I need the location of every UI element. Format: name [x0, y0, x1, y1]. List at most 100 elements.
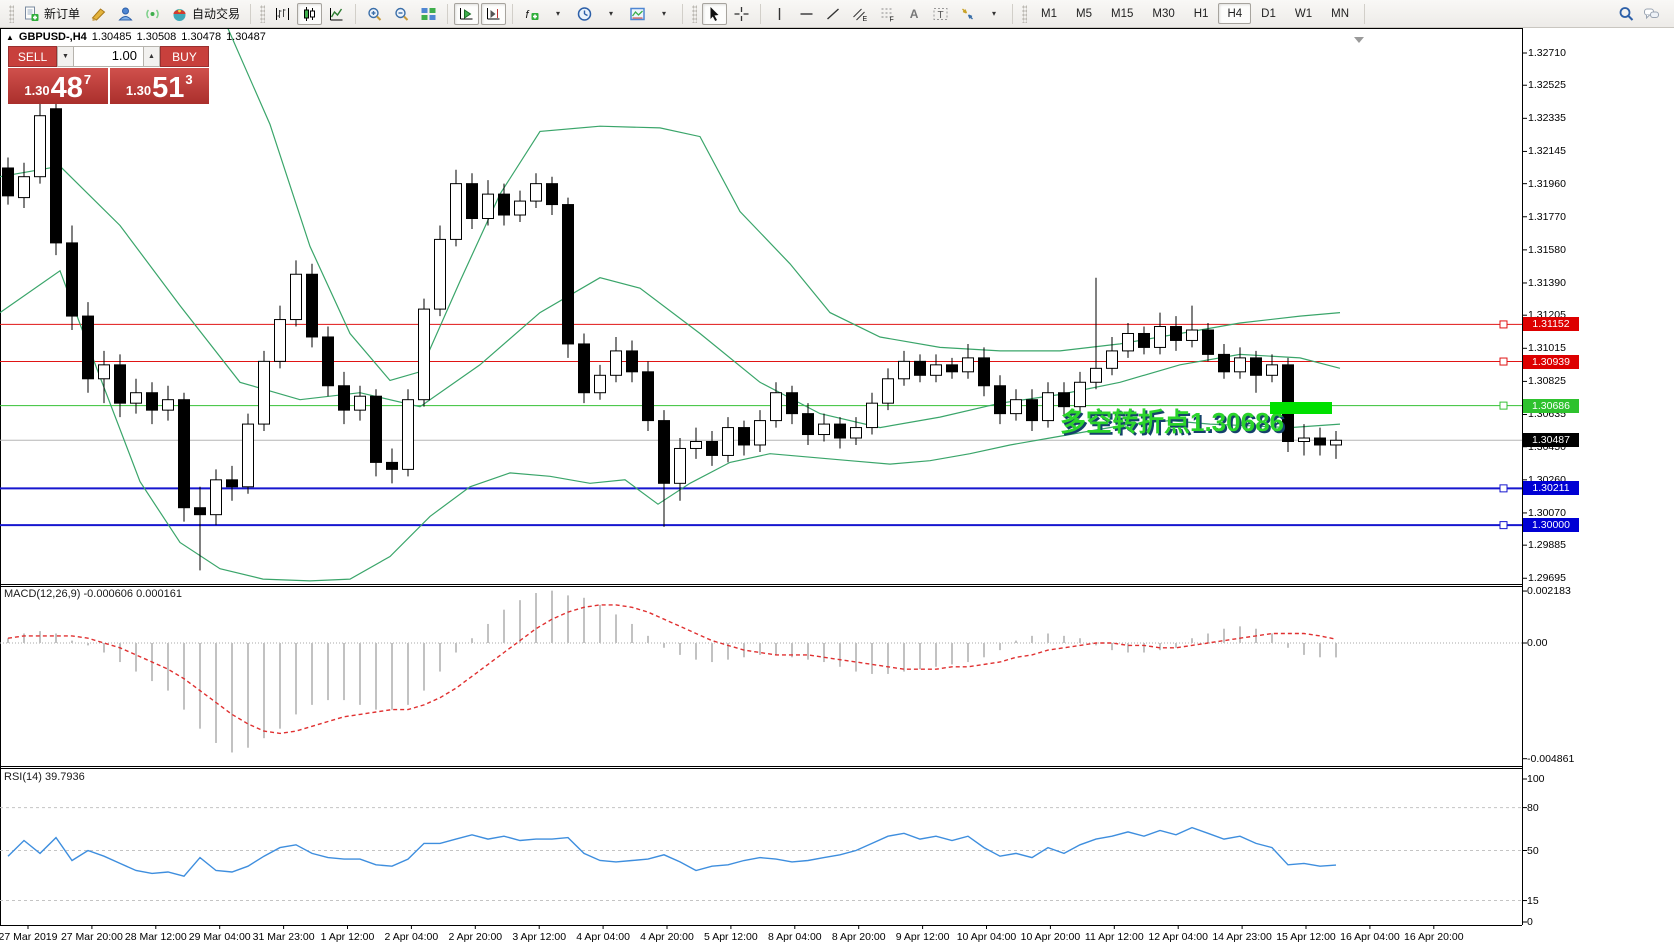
timeframe-button-M5[interactable]: M5	[1076, 7, 1092, 20]
indicators-icon: f	[526, 9, 539, 21]
toolbar-separator	[682, 3, 684, 24]
timeframe-group: M1 M5 M15 M30 H1 H4 D1 W1 MN	[1032, 3, 1358, 24]
bull-candle	[962, 357, 974, 373]
toolbar-grip[interactable]	[1022, 4, 1028, 23]
rsi-value: 39.7936	[44, 771, 85, 783]
toolbar-grip[interactable]	[9, 4, 14, 23]
bull-candle	[818, 423, 830, 436]
text-label-button[interactable]: T	[928, 3, 953, 25]
timeframe-button-W1[interactable]: W1	[1294, 7, 1313, 20]
bar-chart-button[interactable]	[270, 3, 295, 25]
timeframe-button-D1[interactable]: D1	[1261, 7, 1276, 20]
timeframe-button-MN[interactable]: MN	[1331, 7, 1349, 20]
zoom-out-button[interactable]	[389, 3, 414, 25]
text-tool-button[interactable]: A	[902, 3, 926, 25]
community-button[interactable]	[113, 3, 138, 25]
toolbar-grip[interactable]	[260, 4, 266, 23]
indicators-dropdown[interactable]: ▾	[546, 3, 570, 25]
bear-candle	[226, 479, 238, 488]
new-order-button[interactable]: 新订单	[19, 3, 84, 25]
sell-price-tile[interactable]: 1.30 48 7	[8, 68, 108, 104]
sell-button[interactable]: SELL	[8, 46, 57, 67]
ohlc-high: 1.30508	[136, 31, 177, 43]
line-chart-button[interactable]	[324, 3, 349, 25]
timeframe-button-M1[interactable]: M1	[1041, 7, 1058, 20]
macd-name: MACD(12,26,9)	[4, 588, 81, 600]
bollinger-upper-band	[227, 29, 1341, 382]
periods-button[interactable]	[572, 3, 597, 25]
vertical-line-button[interactable]	[767, 3, 792, 25]
bear-candle	[738, 427, 750, 446]
pivot-highlight-bar	[1270, 402, 1332, 414]
svg-text:T: T	[938, 10, 944, 21]
tile-windows-button[interactable]	[416, 3, 441, 25]
crayon-button[interactable]	[86, 3, 111, 25]
equidistant-channel-button[interactable]: E	[848, 3, 873, 25]
autotrading-label: 自动交易	[192, 7, 241, 21]
chart-canvas[interactable]	[0, 28, 1674, 948]
bear-candle	[1218, 353, 1230, 373]
bear-candle	[498, 193, 510, 216]
bull-candle	[18, 176, 30, 199]
horizontal-line-button[interactable]	[794, 3, 819, 25]
bull-candle	[610, 350, 622, 376]
chart-shift-button[interactable]	[481, 2, 507, 25]
bull-candle	[290, 273, 302, 321]
bull-candle	[514, 200, 526, 216]
bull-candle	[1298, 437, 1310, 443]
timeframe-button-M30[interactable]: M30	[1152, 7, 1175, 20]
timeframe-button-H1[interactable]: H1	[1193, 7, 1209, 20]
toolbar-separator	[1364, 3, 1365, 24]
volume-increase-button[interactable]: ▲	[143, 46, 160, 67]
buy-price-tile[interactable]: 1.30 51 3	[109, 68, 209, 104]
crosshair-button[interactable]	[729, 3, 754, 25]
chevron-down-icon: ▾	[662, 9, 667, 18]
auto-scroll-button[interactable]	[454, 2, 480, 25]
cursor-button[interactable]	[702, 2, 728, 25]
chat-icon[interactable]	[1643, 6, 1660, 22]
toolbar-grip[interactable]	[692, 4, 698, 23]
templates-dropdown[interactable]: ▾	[652, 3, 676, 25]
arrows-dropdown[interactable]: ▾	[982, 3, 1006, 25]
zoom-in-icon	[368, 7, 382, 21]
candlestick-chart-button[interactable]	[297, 2, 323, 25]
zoom-in-button[interactable]	[362, 3, 387, 25]
cursor-icon	[710, 6, 719, 21]
volume-input[interactable]: 1.00	[74, 46, 143, 67]
vertical-line-icon	[778, 7, 781, 20]
arrows-tool-button[interactable]	[955, 3, 980, 25]
chart-shift-marker-icon[interactable]	[1354, 37, 1364, 43]
arrows-tool-icon	[962, 8, 973, 19]
bull-candle	[1074, 381, 1086, 408]
equidistant-channel-icon: E	[853, 8, 868, 22]
bar-chart-icon	[276, 7, 290, 20]
volume-decrease-button[interactable]: ▼	[57, 46, 74, 67]
bull-candle	[1234, 357, 1246, 373]
buy-button[interactable]: BUY	[160, 46, 209, 67]
templates-button[interactable]	[625, 3, 650, 25]
fibonacci-button[interactable]: F	[875, 3, 900, 25]
timeframe-button-H4[interactable]: H4	[1218, 3, 1252, 24]
indicators-button[interactable]: f	[519, 3, 544, 25]
ohlc-low: 1.30478	[181, 31, 222, 43]
timeframe-button-M15[interactable]: M15	[1111, 7, 1134, 20]
search-icon[interactable]	[1618, 6, 1635, 22]
signals-button[interactable]	[140, 3, 165, 25]
bear-candle	[578, 343, 590, 394]
trendline-button[interactable]	[821, 3, 846, 25]
bull-candle	[354, 395, 366, 411]
bear-candle	[66, 242, 78, 317]
periods-dropdown[interactable]: ▾	[599, 3, 623, 25]
bear-candle	[1314, 437, 1326, 446]
autotrading-button[interactable]: 自动交易	[167, 3, 244, 25]
autotrading-icon	[173, 8, 186, 21]
bollinger-lower-band	[0, 269, 1341, 582]
macd-indicator-label: MACD(12,26,9) -0.000606 0.000161	[4, 588, 182, 600]
rsi-indicator-label: RSI(14) 39.7936	[4, 771, 85, 783]
bull-candle	[258, 360, 270, 425]
bull-candle	[1090, 367, 1102, 383]
bull-candle	[482, 193, 494, 220]
toolbar: 新订单 自动交易	[0, 0, 1674, 28]
symbol-expander-icon[interactable]: ▲	[6, 32, 14, 42]
